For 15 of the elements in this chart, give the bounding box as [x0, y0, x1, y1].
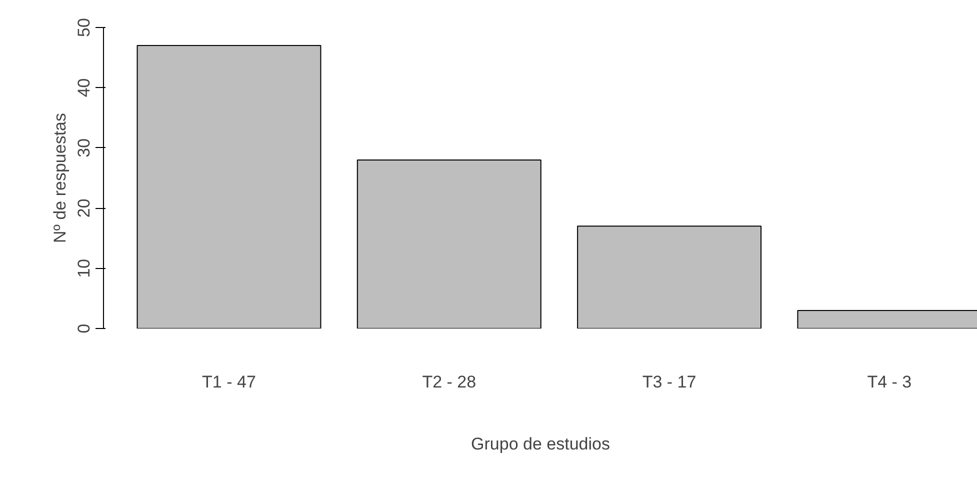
- x-tick-label: T2 - 28: [422, 372, 476, 392]
- x-tick-label: T3 - 17: [642, 372, 696, 392]
- y-tick-label: 40: [74, 78, 94, 98]
- bar: [577, 226, 762, 328]
- y-tick-label: 50: [74, 18, 94, 37]
- x-axis-title: Grupo de estudios: [471, 434, 610, 454]
- x-tick-label: T1 - 47: [202, 372, 256, 392]
- bar: [356, 159, 542, 328]
- y-axis-title: Nº de respuestas: [50, 113, 70, 243]
- y-tick-label: 0: [74, 324, 94, 334]
- y-tick-label: 30: [74, 138, 94, 158]
- bar: [136, 45, 322, 328]
- y-tick-label: 10: [74, 258, 94, 278]
- y-tick-label: 20: [74, 198, 94, 218]
- x-tick-label: T4 - 3: [867, 372, 912, 392]
